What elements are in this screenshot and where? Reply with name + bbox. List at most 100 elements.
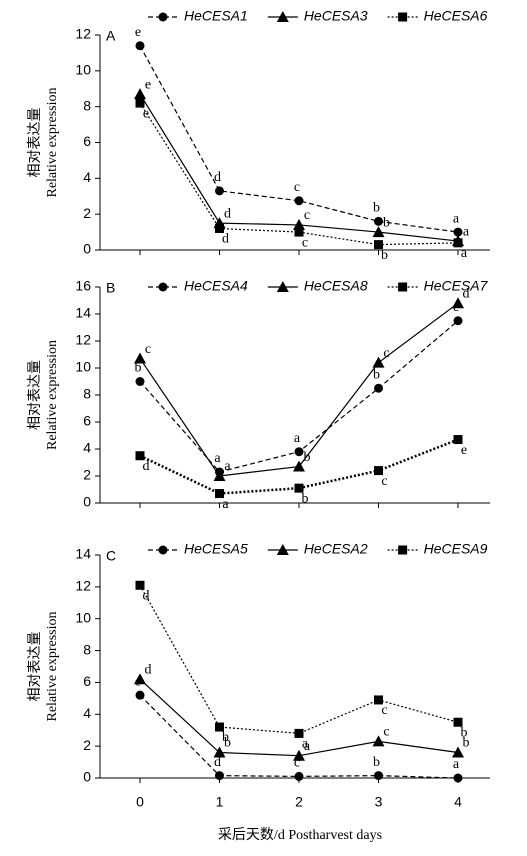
significance-label: a xyxy=(461,246,468,261)
point xyxy=(293,218,305,230)
significance-label: b xyxy=(135,361,142,376)
y-tick-label: 6 xyxy=(83,133,91,149)
significance-label: c xyxy=(294,180,300,195)
significance-label: b xyxy=(224,736,231,751)
significance-label: d xyxy=(224,206,231,221)
x-tick-label: 2 xyxy=(295,794,303,810)
significance-label: a xyxy=(222,497,229,512)
significance-label: b xyxy=(381,248,388,263)
y-tick-label: 0 xyxy=(83,494,91,510)
point xyxy=(215,186,224,196)
series-line xyxy=(139,45,459,233)
point xyxy=(135,41,145,51)
significance-label: d xyxy=(222,232,229,247)
legend-marker xyxy=(398,545,408,555)
point xyxy=(372,356,385,368)
y-tick-label: 10 xyxy=(75,609,91,625)
legend-marker xyxy=(158,12,168,22)
y-tick-label: 14 xyxy=(75,305,91,321)
y-tick-label: 12 xyxy=(75,578,91,594)
y-tick-label: 6 xyxy=(83,673,91,689)
point xyxy=(294,447,304,457)
significance-label: b xyxy=(373,755,380,770)
series-line xyxy=(139,584,459,735)
point xyxy=(452,746,464,758)
significance-label: d xyxy=(214,755,221,770)
point xyxy=(294,728,304,738)
point xyxy=(453,227,463,237)
significance-label: d xyxy=(143,588,150,603)
y-tick-label: 2 xyxy=(83,205,91,221)
point xyxy=(294,196,304,206)
y-tick-label: 6 xyxy=(83,413,91,429)
x-axis-label: 采后天数/d Postharvest days xyxy=(218,827,382,843)
panel-label: B xyxy=(106,280,115,296)
point xyxy=(294,771,304,781)
point xyxy=(374,695,383,705)
y-axis-label: 相对表达量 xyxy=(27,632,43,702)
significance-label: a xyxy=(302,737,309,752)
point xyxy=(135,580,145,590)
significance-label: c xyxy=(304,208,310,223)
point xyxy=(374,771,383,781)
panel-label: C xyxy=(106,548,116,564)
point xyxy=(374,216,383,226)
point xyxy=(453,316,463,326)
point xyxy=(215,771,224,781)
y-tick-label: 14 xyxy=(75,546,91,562)
legend-label: HeCESA8 xyxy=(304,278,368,294)
point xyxy=(293,460,305,472)
significance-label: b xyxy=(304,450,311,465)
legend-label: HeCESA2 xyxy=(304,541,368,557)
significance-label: c xyxy=(145,342,151,357)
y-axis-label: Relative expression xyxy=(45,611,60,721)
legend-label: HeCESA7 xyxy=(424,278,489,294)
legend-marker xyxy=(276,281,289,292)
significance-label: c xyxy=(383,725,389,740)
significance-label: c xyxy=(302,235,308,250)
significance-label: a xyxy=(453,757,460,772)
point xyxy=(372,226,385,238)
x-tick-label: 0 xyxy=(136,794,144,810)
point xyxy=(374,466,383,476)
significance-label: a xyxy=(453,211,460,226)
point xyxy=(213,746,226,758)
y-tick-label: 16 xyxy=(75,278,91,294)
y-tick-label: 8 xyxy=(83,97,91,113)
significance-label: a xyxy=(304,739,311,754)
y-tick-label: 4 xyxy=(83,440,91,456)
significance-label: b xyxy=(302,491,309,506)
point xyxy=(215,489,224,499)
legend-marker xyxy=(398,12,408,22)
point xyxy=(135,451,145,461)
significance-label: b xyxy=(461,725,468,740)
significance-label: b xyxy=(373,201,380,216)
point xyxy=(452,297,464,309)
point xyxy=(453,717,463,727)
x-tick-label: 4 xyxy=(454,794,462,810)
significance-label: d xyxy=(143,459,150,474)
point xyxy=(215,722,224,732)
legend-marker xyxy=(276,11,289,22)
point xyxy=(134,673,146,685)
legend-label: HeCESA9 xyxy=(424,541,488,557)
point xyxy=(372,735,385,747)
y-axis-label: Relative expression xyxy=(45,340,60,450)
point xyxy=(453,238,463,248)
point xyxy=(135,98,145,108)
significance-label: b xyxy=(383,215,390,230)
legend-marker xyxy=(158,282,168,292)
point xyxy=(453,435,463,445)
y-axis-label: Relative expression xyxy=(45,87,60,197)
legend-label: HeCESA4 xyxy=(184,278,248,294)
point xyxy=(374,240,383,250)
significance-label: b xyxy=(373,367,380,382)
series-line xyxy=(139,438,459,495)
y-tick-label: 0 xyxy=(83,241,91,257)
y-tick-label: 0 xyxy=(83,769,91,785)
significance-label: e xyxy=(145,77,151,92)
significance-label: e xyxy=(143,106,149,121)
legend-label: HeCESA1 xyxy=(184,8,248,24)
x-tick-label: 3 xyxy=(375,794,383,810)
